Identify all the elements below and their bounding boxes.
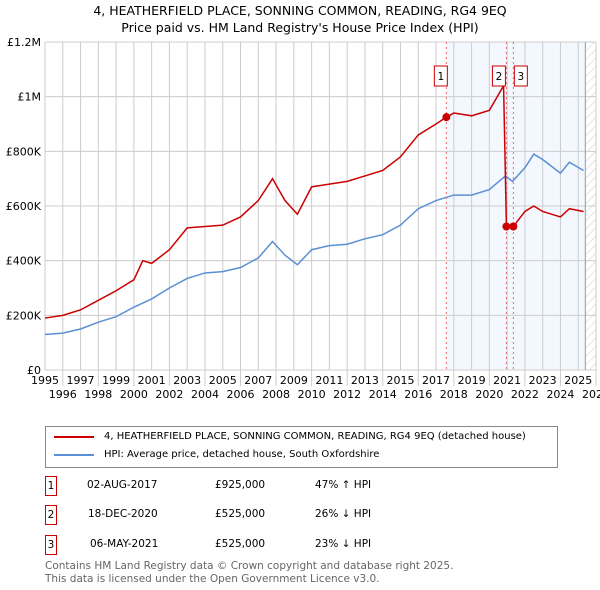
sale-badge: 2 [45, 505, 57, 525]
x-tick-label: 2026 [582, 388, 600, 401]
x-tick-label: 2009 [280, 374, 308, 387]
sale-label: 3 [518, 71, 525, 83]
x-tick-label: 2014 [369, 388, 397, 401]
x-tick-label: 2012 [333, 388, 361, 401]
sale-label: 1 [437, 71, 444, 83]
y-tick-label: £200K [6, 309, 42, 322]
sale-point [442, 113, 451, 122]
x-tick-label: 2008 [262, 388, 290, 401]
sale-row: 3 06-MAY-2021 £525,000 23% ↓ HPI [45, 535, 545, 555]
x-tick-label: 1997 [67, 374, 95, 387]
legend: 4, HEATHERFIELD PLACE, SONNING COMMON, R… [45, 426, 558, 468]
sale-hpi: 47% ↑ HPI [315, 479, 372, 491]
x-tick-label: 2000 [120, 388, 148, 401]
legend-label-property: 4, HEATHERFIELD PLACE, SONNING COMMON, R… [104, 431, 526, 442]
sale-price: £925,000 [215, 479, 266, 491]
x-tick-label: 2024 [546, 388, 574, 401]
x-tick-label: 2023 [529, 374, 557, 387]
sale-date: 18-DEC-2020 [88, 508, 158, 520]
y-tick-label: £1M [18, 91, 42, 104]
footer-line-2: This data is licensed under the Open Gov… [45, 573, 380, 585]
sale-label-box [491, 65, 506, 87]
sale-point [502, 222, 511, 231]
sale-label-box [513, 65, 528, 87]
x-tick-label: 2020 [475, 388, 503, 401]
sale-date: 02-AUG-2017 [87, 479, 158, 491]
footer: Contains HM Land Registry data © Crown c… [45, 560, 453, 586]
legend-label-hpi: HPI: Average price, detached house, Sout… [104, 449, 380, 460]
x-tick-label: 2013 [351, 374, 379, 387]
y-tick-label: £1.2M [7, 36, 41, 49]
x-tick-label: 2007 [244, 374, 272, 387]
plot-area: £0£200K£400K£600K£800K£1M£1.2M1995199619… [6, 36, 600, 401]
x-tick-label: 2004 [191, 388, 219, 401]
sale-row: 2 18-DEC-2020 £525,000 26% ↓ HPI [45, 505, 545, 525]
sale-badge: 1 [45, 476, 57, 496]
x-tick-label: 2015 [386, 374, 414, 387]
y-tick-label: £600K [6, 200, 42, 213]
x-tick-label: 2003 [173, 374, 201, 387]
x-tick-label: 2021 [493, 374, 521, 387]
x-tick-label: 2022 [511, 388, 539, 401]
footer-line-1: Contains HM Land Registry data © Crown c… [45, 560, 454, 572]
x-tick-label: 2018 [440, 388, 468, 401]
sale-hpi: 23% ↓ HPI [315, 538, 372, 550]
legend-red-line [54, 435, 94, 438]
x-tick-label: 1996 [49, 388, 77, 401]
sale-label: 2 [496, 71, 503, 83]
sale-point [509, 222, 518, 231]
x-tick-label: 2019 [458, 374, 486, 387]
x-tick-label: 2025 [564, 374, 592, 387]
x-tick-label: 2017 [422, 374, 450, 387]
y-tick-label: £0 [27, 364, 41, 377]
x-tick-label: 1995 [31, 374, 59, 387]
x-tick-label: 2002 [155, 388, 183, 401]
sale-date: 06-MAY-2021 [90, 538, 159, 550]
x-tick-label: 2006 [227, 388, 255, 401]
x-tick-label: 2010 [298, 388, 326, 401]
x-tick-label: 1999 [102, 374, 130, 387]
sale-hpi: 26% ↓ HPI [315, 508, 372, 520]
y-tick-label: £400K [6, 255, 42, 268]
chart-subtitle: Price paid vs. HM Land Registry's House … [121, 20, 479, 35]
chart-title: 4, HEATHERFIELD PLACE, SONNING COMMON, R… [93, 3, 507, 18]
x-tick-label: 1998 [84, 388, 112, 401]
x-tick-label: 2016 [404, 388, 432, 401]
sale-price: £525,000 [215, 538, 266, 550]
hpi-line [44, 153, 584, 336]
x-tick-label: 2005 [209, 374, 237, 387]
sale-price: £525,000 [215, 508, 266, 520]
sale-row: 1 02-AUG-2017 £925,000 47% ↑ HPI [45, 476, 545, 496]
sale-label-box [433, 65, 448, 87]
legend-blue-line [54, 453, 94, 456]
x-tick-label: 2001 [138, 374, 166, 387]
y-tick-label: £800K [6, 145, 42, 158]
x-tick-label: 2011 [315, 374, 343, 387]
sale-badge: 3 [45, 535, 57, 555]
